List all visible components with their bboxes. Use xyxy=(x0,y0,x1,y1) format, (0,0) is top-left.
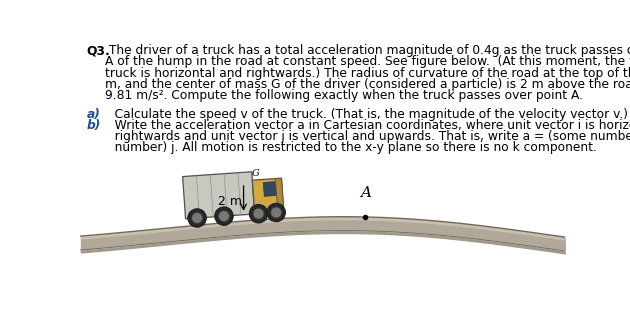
Text: number) j. All motion is restricted to the x-y plane so there is no k component.: number) j. All motion is restricted to t… xyxy=(103,141,597,154)
Text: m, and the center of mass G of the driver (considered a particle) is 2 m above t: m, and the center of mass G of the drive… xyxy=(105,78,630,91)
Text: A: A xyxy=(360,186,370,200)
FancyBboxPatch shape xyxy=(183,172,255,219)
Circle shape xyxy=(219,211,229,222)
FancyBboxPatch shape xyxy=(275,178,284,212)
Text: 9.81 m/s². Compute the following exactly when the truck passes over point A.: 9.81 m/s². Compute the following exactly… xyxy=(105,89,583,102)
Text: rightwards and unit vector j is vertical and upwards. That is, write a = (some n: rightwards and unit vector j is vertical… xyxy=(103,130,630,143)
Text: Write the acceleration vector a in Cartesian coordinates, where unit vector i is: Write the acceleration vector a in Carte… xyxy=(103,119,630,132)
FancyBboxPatch shape xyxy=(253,178,284,214)
Text: 2 m: 2 m xyxy=(218,195,242,208)
Text: Calculate the speed v of the truck. (That is, the magnitude of the velocity vect: Calculate the speed v of the truck. (Tha… xyxy=(103,108,628,121)
Text: b): b) xyxy=(86,119,101,132)
Text: a): a) xyxy=(86,108,100,121)
Text: The driver of a truck has a total acceleration magnitude of 0.4g as the truck pa: The driver of a truck has a total accele… xyxy=(105,44,630,57)
Text: G: G xyxy=(251,169,259,178)
FancyBboxPatch shape xyxy=(263,182,280,196)
Text: truck is horizontal and rightwards.) The radius of curvature of the road at the : truck is horizontal and rightwards.) The… xyxy=(105,67,630,80)
Circle shape xyxy=(192,213,202,224)
Circle shape xyxy=(253,208,264,219)
Text: A of the hump in the road at constant speed. See figure below.  (At this moment,: A of the hump in the road at constant sp… xyxy=(105,55,630,68)
Text: Q3.: Q3. xyxy=(86,44,110,57)
Circle shape xyxy=(215,207,233,225)
Circle shape xyxy=(249,204,268,223)
Circle shape xyxy=(267,203,285,222)
Circle shape xyxy=(188,209,207,227)
Circle shape xyxy=(271,207,282,218)
